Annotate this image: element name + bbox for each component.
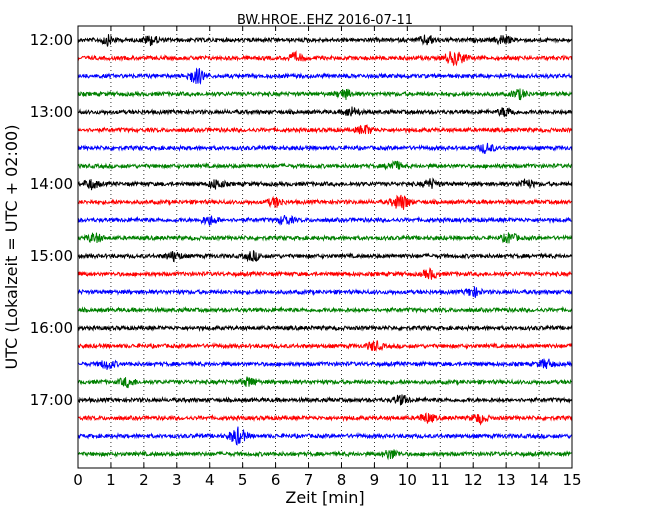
trace-13:30 (77, 142, 573, 155)
x-tick-label: 11 (431, 471, 450, 489)
trace-17:15 (77, 412, 573, 426)
y-axis: 12:00 13:00 14:00 15:00 16:00 17:00 (30, 31, 572, 409)
trace-12:45 (77, 88, 573, 101)
x-tick-label: 15 (562, 471, 581, 489)
y-tick-label: 16:00 (30, 319, 73, 337)
trace-15:00 (77, 250, 573, 263)
grid-lines (110, 26, 540, 468)
x-tick-label: 8 (337, 471, 347, 489)
x-tick-label: 7 (304, 471, 314, 489)
x-tick-label: 3 (172, 471, 182, 489)
trace-16:00 (77, 324, 573, 332)
trace-12:30 (77, 67, 573, 85)
x-tick-label: 10 (398, 471, 417, 489)
trace-15:45 (77, 305, 573, 314)
trace-17:30 (77, 426, 573, 446)
trace-14:00 (77, 177, 573, 191)
y-tick-label: 17:00 (30, 391, 73, 409)
seismogram-traces (77, 34, 573, 461)
y-tick-label: 14:00 (30, 175, 73, 193)
trace-14:45 (77, 232, 573, 244)
x-axis: 0 1 2 3 4 5 6 7 8 9 10 11 12 13 14 15 (73, 26, 582, 489)
x-tick-label: 0 (73, 471, 83, 489)
trace-14:15 (77, 194, 573, 210)
plot-frame (77, 25, 573, 469)
y-tick-label: 13:00 (30, 103, 73, 121)
x-axis-label: Zeit [min] (285, 488, 364, 507)
trace-13:15 (77, 123, 573, 135)
y-tick-label: 15:00 (30, 247, 73, 265)
x-tick-label: 9 (370, 471, 380, 489)
x-tick-label: 6 (271, 471, 281, 489)
trace-17:45 (77, 449, 573, 461)
trace-15:15 (77, 267, 573, 280)
x-tick-label: 13 (497, 471, 516, 489)
x-tick-label: 2 (139, 471, 149, 489)
trace-12:15 (77, 50, 573, 67)
trace-13:45 (77, 159, 573, 171)
trace-16:45 (77, 376, 573, 389)
x-tick-label: 12 (464, 471, 483, 489)
chart-title: BW.HROE..EHZ 2016-07-11 (237, 13, 413, 28)
trace-15:30 (77, 286, 573, 299)
y-tick-label: 12:00 (30, 31, 73, 49)
x-tick-label: 14 (530, 471, 549, 489)
trace-16:15 (77, 339, 573, 352)
y-axis-label: UTC (Lokalzeit = UTC + 02:00) (2, 125, 21, 370)
trace-13:00 (77, 106, 573, 118)
trace-14:30 (77, 214, 573, 226)
trace-12:00 (77, 34, 573, 47)
trace-17:00 (77, 394, 573, 406)
x-tick-label: 4 (205, 471, 215, 489)
x-tick-label: 5 (238, 471, 248, 489)
x-tick-label: 1 (106, 471, 116, 489)
trace-16:30 (77, 358, 573, 370)
